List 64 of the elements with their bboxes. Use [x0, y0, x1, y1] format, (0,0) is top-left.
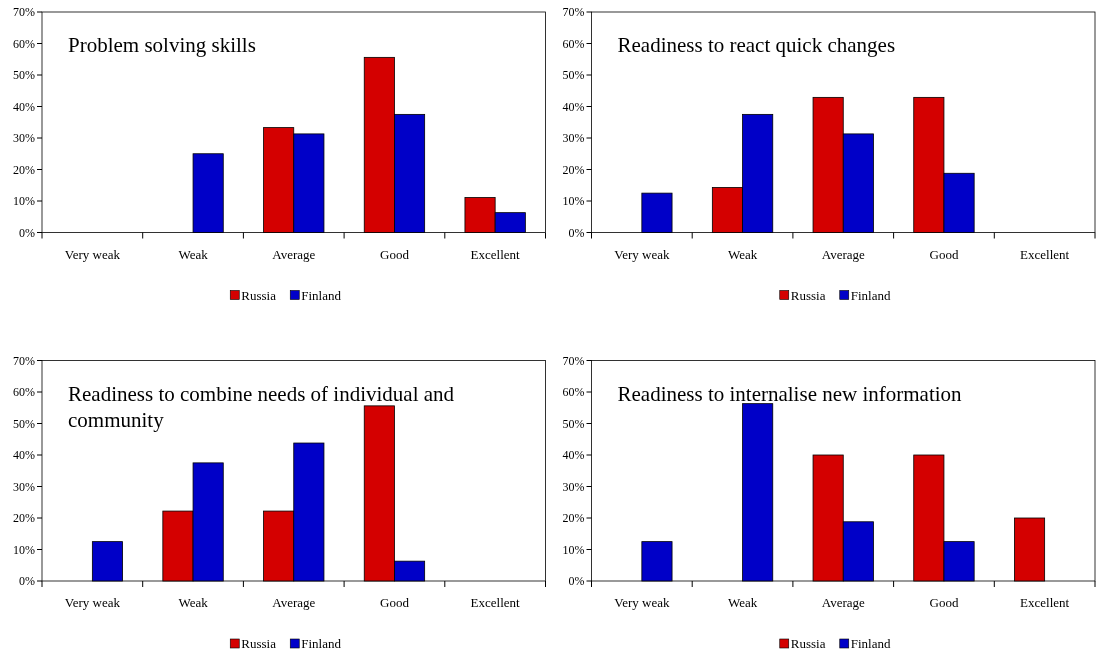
- x-tick-label: Excellent: [470, 595, 521, 610]
- y-tick-label: 40%: [13, 99, 35, 114]
- text: Readiness to react quick changes: [617, 33, 896, 57]
- y-tick-label: 30%: [13, 131, 35, 146]
- y-tick-label: 30%: [13, 479, 35, 494]
- y-tick-label: 0%: [568, 225, 585, 240]
- x-tick-label: Excellent: [1020, 246, 1070, 262]
- legend-label: Russia: [790, 636, 826, 651]
- y-tick-label: 0%: [19, 225, 35, 240]
- x-tick-label: Very weak: [64, 246, 121, 262]
- text: Readiness to combine needs of individual and community: [68, 381, 455, 432]
- y-tick-label: 70%: [562, 353, 585, 368]
- y-tick-label: 40%: [13, 448, 35, 463]
- y-tick-label: 10%: [13, 194, 35, 209]
- legend-label: Finland: [301, 636, 342, 651]
- y-tick-label: 60%: [562, 385, 585, 400]
- x-tick-label: Very weak: [614, 246, 670, 262]
- legend-label: Finland: [850, 636, 891, 651]
- x-tick-label: Good: [929, 595, 959, 610]
- legend-label: Russia: [241, 636, 277, 651]
- y-tick-label: 40%: [562, 99, 585, 114]
- y-tick-label: 10%: [562, 542, 585, 557]
- y-tick-label: 50%: [13, 68, 35, 83]
- y-tick-label: 60%: [13, 36, 35, 51]
- x-tick-label: Average: [821, 595, 866, 610]
- y-tick-label: 0%: [19, 574, 35, 589]
- y-tick-label: 0%: [568, 574, 585, 589]
- x-tick-label: Good: [380, 595, 410, 610]
- y-tick-label: 10%: [13, 542, 35, 557]
- x-tick-label: Weak: [727, 595, 758, 610]
- y-tick-label: 60%: [13, 385, 35, 400]
- x-tick-label: Average: [821, 246, 866, 262]
- y-tick-label: 70%: [562, 5, 585, 20]
- x-tick-label: Excellent: [470, 246, 521, 262]
- legend-label: Finland: [850, 287, 891, 303]
- text: Readiness to internalise new information: [617, 381, 963, 406]
- x-tick-label: Weak: [178, 246, 209, 262]
- legend-label: Russia: [790, 287, 826, 303]
- x-tick-label: Very weak: [64, 595, 121, 610]
- x-tick-label: Weak: [727, 246, 758, 262]
- x-tick-label: Good: [929, 246, 959, 262]
- y-tick-label: 30%: [562, 131, 585, 146]
- legend-label: Russia: [241, 287, 277, 303]
- x-tick-label: Excellent: [1020, 595, 1070, 610]
- y-tick-label: 70%: [13, 5, 35, 20]
- x-tick-label: Good: [380, 246, 410, 262]
- y-tick-label: 50%: [562, 416, 585, 431]
- y-tick-label: 20%: [562, 511, 585, 526]
- x-tick-label: Average: [272, 595, 316, 610]
- x-tick-label: Average: [272, 246, 316, 262]
- text: Problem solving skills: [68, 33, 256, 57]
- legend-label: Finland: [301, 287, 342, 303]
- y-tick-label: 70%: [13, 353, 35, 368]
- y-tick-label: 50%: [562, 68, 585, 83]
- y-tick-label: 60%: [562, 36, 585, 51]
- y-tick-label: 50%: [13, 416, 35, 431]
- y-tick-label: 40%: [562, 448, 585, 463]
- y-tick-label: 30%: [562, 479, 585, 494]
- y-tick-label: 10%: [562, 194, 585, 209]
- y-tick-label: 20%: [13, 511, 35, 526]
- x-tick-label: Weak: [178, 595, 209, 610]
- y-tick-label: 20%: [13, 162, 35, 177]
- y-tick-label: 20%: [562, 162, 585, 177]
- x-tick-label: Very weak: [614, 595, 670, 610]
